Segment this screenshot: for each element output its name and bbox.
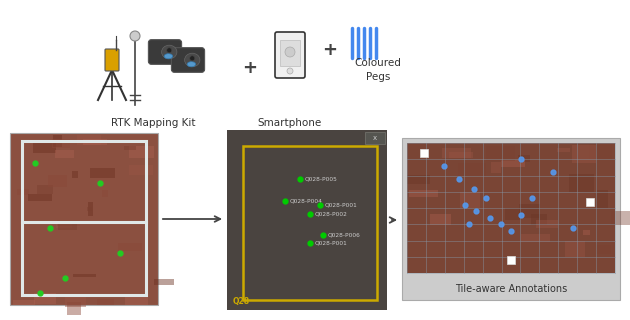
Bar [10, 133, 158, 305]
Text: Smartphone: Smartphone [258, 118, 322, 128]
Bar [460, 192, 479, 208]
Bar [102, 190, 108, 197]
FancyBboxPatch shape [149, 40, 181, 64]
Ellipse shape [185, 53, 200, 67]
Bar [57, 220, 81, 227]
Bar [73, 274, 96, 277]
Text: Coloured
Pegs: Coloured Pegs [355, 58, 401, 82]
FancyBboxPatch shape [171, 48, 205, 72]
Bar [583, 230, 590, 235]
Text: Q028-P006: Q028-P006 [328, 232, 360, 237]
Bar [569, 174, 594, 192]
Bar [66, 297, 86, 307]
Text: Q028-P001: Q028-P001 [315, 241, 348, 246]
Bar [129, 146, 154, 158]
Text: Q028-P004: Q028-P004 [290, 199, 323, 204]
Text: x: x [373, 135, 377, 141]
Bar [507, 256, 515, 264]
Ellipse shape [187, 62, 196, 67]
Bar [28, 194, 52, 201]
Bar [67, 302, 81, 316]
Bar [13, 300, 35, 305]
Bar [365, 132, 385, 144]
FancyBboxPatch shape [275, 32, 305, 78]
Bar [56, 222, 72, 228]
Text: RTK Mapping Kit: RTK Mapping Kit [111, 118, 195, 128]
Text: Q028-P002: Q028-P002 [315, 212, 348, 217]
Circle shape [285, 47, 295, 57]
Bar [407, 175, 430, 184]
Circle shape [287, 68, 293, 74]
Bar [430, 214, 451, 225]
Bar [572, 145, 595, 164]
Bar [124, 146, 136, 150]
Bar [280, 40, 300, 66]
Bar [37, 185, 53, 194]
Bar [420, 149, 428, 157]
Bar [72, 171, 78, 178]
Bar [589, 144, 612, 160]
Bar [458, 163, 486, 177]
Bar [557, 148, 570, 152]
Bar [402, 138, 620, 300]
Bar [243, 146, 377, 300]
Bar [518, 155, 530, 162]
FancyBboxPatch shape [105, 49, 119, 71]
Bar [34, 293, 55, 303]
Circle shape [130, 31, 140, 41]
Bar [486, 146, 515, 161]
Text: +: + [323, 41, 338, 59]
Bar [16, 189, 29, 195]
Bar [586, 197, 594, 205]
Bar [505, 208, 521, 220]
Bar [88, 202, 93, 216]
Bar [596, 245, 611, 254]
Text: Q028-P005: Q028-P005 [305, 177, 338, 182]
Bar [97, 299, 114, 305]
Bar [90, 168, 115, 178]
Bar [125, 295, 149, 305]
Bar [521, 234, 550, 242]
Circle shape [190, 56, 195, 61]
Bar [409, 189, 438, 197]
Bar [491, 162, 501, 173]
Text: Q28: Q28 [233, 297, 250, 306]
Bar [227, 130, 387, 310]
Ellipse shape [164, 54, 173, 59]
Ellipse shape [162, 45, 177, 59]
Bar [442, 148, 471, 157]
Text: Tile-aware Annotations: Tile-aware Annotations [455, 284, 567, 294]
Bar [536, 220, 558, 228]
Bar [77, 135, 101, 145]
Bar [597, 190, 607, 208]
Bar [531, 214, 547, 225]
Bar [519, 204, 540, 219]
Bar [55, 150, 74, 158]
Text: Q028-P001: Q028-P001 [325, 203, 358, 208]
Bar [52, 139, 69, 148]
Bar [407, 143, 615, 273]
Bar [88, 206, 92, 211]
Bar [33, 143, 56, 153]
Bar [129, 165, 152, 175]
Bar [449, 152, 473, 158]
Circle shape [167, 48, 172, 53]
Bar [118, 243, 142, 251]
Bar [501, 160, 525, 167]
Text: +: + [243, 59, 258, 77]
Bar [564, 241, 585, 257]
Bar [22, 141, 146, 295]
Bar [54, 135, 62, 147]
Bar [154, 279, 174, 285]
Bar [83, 139, 107, 145]
Bar [48, 175, 67, 187]
Bar [58, 222, 77, 229]
Bar [611, 212, 630, 225]
